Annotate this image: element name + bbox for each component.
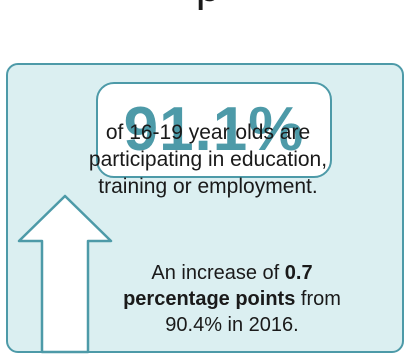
headline-stat-box: 91.1% [96,82,332,178]
change-note: An increase of 0.7 percentage points fro… [112,260,352,338]
title-fragment: p [183,0,233,9]
up-arrow-icon [17,194,113,354]
change-note-prefix: An increase of [151,262,285,284]
change-note-highlight: 0.7 percentage points [123,262,313,310]
headline-stat-description: of 16-19 year olds are participating in … [88,121,328,198]
change-note-suffix: from 90.4% in 2016. [165,288,341,336]
headline-stat-value: 91.1% [123,95,305,164]
